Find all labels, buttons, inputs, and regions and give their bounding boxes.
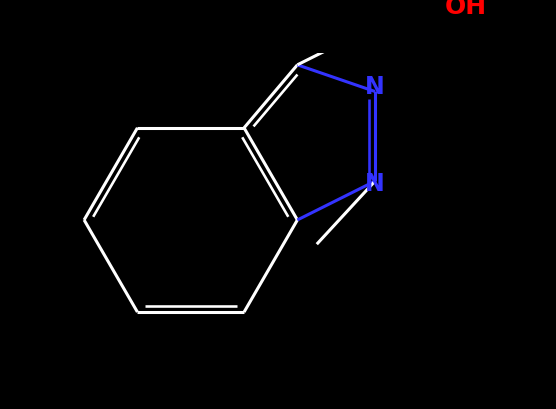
Text: N: N	[365, 172, 385, 196]
Text: N: N	[365, 74, 385, 99]
Text: OH: OH	[445, 0, 488, 19]
